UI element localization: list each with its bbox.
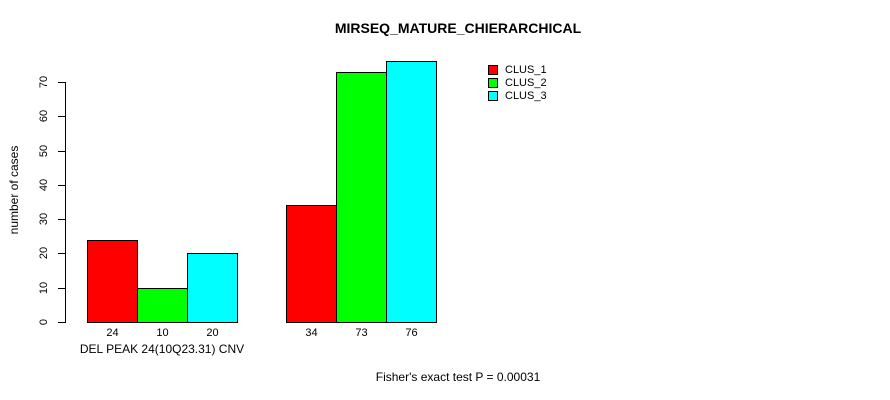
y-axis-tick-label: 30 [38,213,50,226]
bar-value-label: 20 [206,327,219,339]
bar-clus_1-group2 [286,205,337,323]
y-axis-tick-label: 10 [38,281,50,294]
bar-clus_1-group1 [87,239,138,323]
bar-value-label: 24 [106,327,119,339]
legend-item-clus_1: CLUS_1 [488,63,547,76]
fisher-test-annotation: Fisher's exact test P = 0.00031 [375,370,541,384]
legend-item-clus_3: CLUS_3 [488,89,547,102]
y-axis-tick-label: 50 [38,144,50,157]
bar-clus_3-group1 [187,253,238,323]
y-axis-line [65,82,66,323]
bar-value-label: 34 [305,327,318,339]
y-axis-tick [58,82,65,83]
bar-value-label: 73 [355,327,368,339]
x-axis-label: DEL PEAK 24(10Q23.31) CNV [79,342,245,356]
y-axis-tick-label: 40 [38,178,50,191]
bar-value-label: 76 [405,327,418,339]
y-axis-label: number of cases [7,145,21,235]
y-axis-tick [58,253,65,255]
y-axis-tick [58,184,65,186]
bar-clus_2-group1 [137,287,188,323]
y-axis-tick [58,219,65,221]
bar-clus_3-group2 [386,61,437,323]
y-axis-tick [58,116,65,118]
legend: CLUS_1 CLUS_2 CLUS_3 [488,63,547,102]
bar-clus_2-group2 [336,71,387,323]
y-axis-tick [58,150,65,152]
legend-swatch-icon [488,77,498,88]
y-axis-tick-label: 60 [38,110,50,123]
chart-title: MIRSEQ_MATURE_CHIERARCHICAL [334,20,582,36]
legend-swatch-icon [488,90,498,101]
y-axis-tick [58,322,65,323]
legend-item-clus_2: CLUS_2 [488,76,547,89]
y-axis-tick [58,287,65,289]
legend-label: CLUS_2 [505,76,547,89]
bar-value-label: 10 [156,327,169,339]
legend-swatch-icon [488,64,498,75]
legend-label: CLUS_3 [505,89,547,102]
y-axis-tick-label: 70 [38,75,50,89]
y-axis-tick-label: 20 [38,247,50,260]
legend-label: CLUS_1 [505,63,547,76]
y-axis-tick-label: 0 [38,318,50,326]
